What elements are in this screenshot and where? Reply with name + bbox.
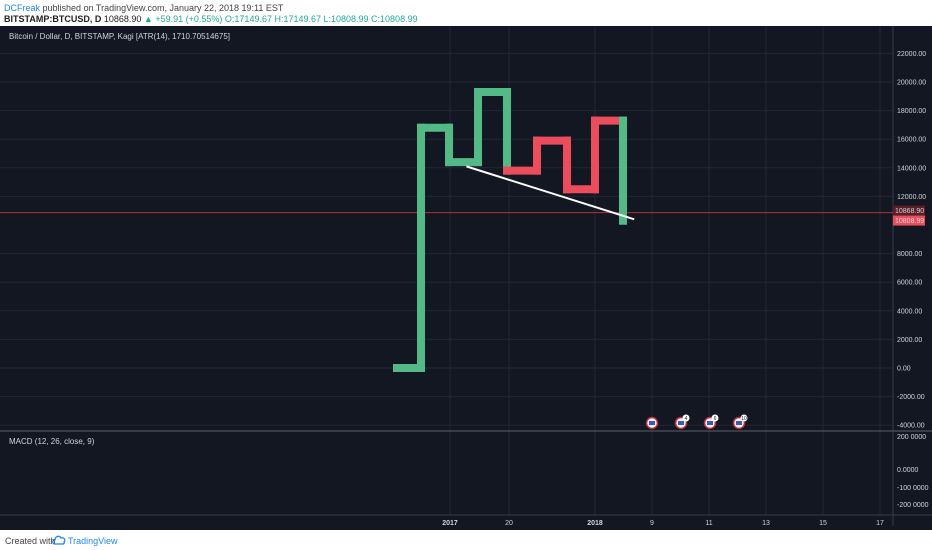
- price-tick-label: -2000.00: [897, 394, 925, 401]
- price-change: +59.91 (+0.55%): [155, 14, 223, 24]
- last-price-tag-label: 10868.90: [895, 208, 924, 215]
- price-tick-label: 8000.00: [897, 251, 922, 258]
- price-tick-label: 2000.00: [897, 337, 922, 344]
- last-price-tag: [893, 205, 925, 216]
- price-tick-label: -4000.00: [897, 423, 925, 430]
- macd-tick-label: -100 0000: [897, 485, 929, 492]
- created-with-label: Created with: [5, 536, 56, 546]
- ohlc-values: O:17149.67 H:17149.67 L:10808.99 C:10808…: [224, 14, 418, 24]
- footer: Created with TradingView: [0, 530, 932, 550]
- time-tick-label: 9: [650, 520, 654, 527]
- tradingview-link[interactable]: TradingView: [68, 536, 118, 546]
- event-badge: [711, 414, 719, 422]
- time-tick-label: 13: [762, 520, 770, 527]
- last-price-labels: 10868.90 10808.99: [893, 205, 925, 226]
- tradingview-cloud-icon: [52, 535, 66, 545]
- macd-title: MACD (12, 26, close, 9): [9, 437, 95, 446]
- chart-title: Bitcoin / Dollar, D, BITSTAMP, Kagi [ATR…: [9, 32, 230, 41]
- trend-line[interactable]: [466, 165, 635, 221]
- time-tick-label: 11: [705, 520, 712, 527]
- symbol-line: BITSTAMP:BTCUSD, D 10868.90 ▲ +59.91 (+0…: [4, 14, 418, 24]
- last-price-tag: [893, 215, 925, 226]
- time-tick-label: 17: [876, 520, 884, 527]
- time-tick-label: 2018: [587, 520, 603, 527]
- price-tick-label: 12000.00: [897, 194, 926, 201]
- price-tick-label: 4000.00: [897, 308, 922, 315]
- price-axis[interactable]: 22000.00 20000.00 18000.00 16000.00 14000.00…: [897, 51, 926, 430]
- symbol-name: BITSTAMP:BTCUSD, D: [4, 14, 102, 24]
- time-tick-label: 15: [819, 520, 827, 527]
- macd-tick-label: 200 0000: [897, 434, 926, 441]
- price-tick-label: 20000.00: [897, 80, 926, 87]
- event-flag-stripe: [678, 421, 684, 425]
- event-badge-count: 4: [685, 416, 688, 422]
- event-badge: [740, 414, 748, 422]
- last-price: 10868.90: [103, 14, 142, 24]
- macd-axis: 200 0000 0.0000 -100 0000 -200 0000: [897, 434, 929, 509]
- price-tick-label: 14000.00: [897, 165, 926, 172]
- kagi-series: [393, 88, 627, 372]
- publish-info: DCFreak published on TradingView.com, Ja…: [4, 3, 283, 13]
- event-badge-count: 6: [714, 416, 717, 422]
- price-tick-label: 18000.00: [897, 108, 926, 115]
- up-arrow-icon: ▲: [143, 14, 153, 24]
- chart-background: [0, 26, 932, 530]
- price-tick-label: 6000.00: [897, 280, 922, 287]
- author-link[interactable]: DCFreak: [4, 3, 41, 13]
- time-tick-label: 20: [505, 520, 513, 527]
- event-flag-stripe: [736, 421, 742, 425]
- publish-text: published on TradingView.com, January 22…: [42, 3, 284, 13]
- price-tick-label: 16000.00: [897, 137, 926, 144]
- price-tick-label: 0.00: [897, 366, 911, 373]
- event-markers[interactable]: 4 6 10: [645, 414, 748, 430]
- macd-tick-label: -200 0000: [897, 502, 929, 509]
- kagi-chart[interactable]: 22000.00 20000.00 18000.00 16000.00 14000.00…: [0, 26, 932, 530]
- event-badge-count: 10: [741, 416, 747, 422]
- event-flag-stripe: [649, 421, 655, 425]
- event-badge: [682, 414, 690, 422]
- event-flag-stripe: [707, 421, 713, 425]
- time-tick-label: 2017: [442, 520, 458, 527]
- macd-tick-label: 0.0000: [897, 467, 919, 474]
- price-tick-label: 22000.00: [897, 51, 926, 58]
- last-price-tag-label: 10808.99: [895, 218, 924, 225]
- time-axis[interactable]: 2017 20 2018 9 11 13 15 17: [442, 520, 884, 527]
